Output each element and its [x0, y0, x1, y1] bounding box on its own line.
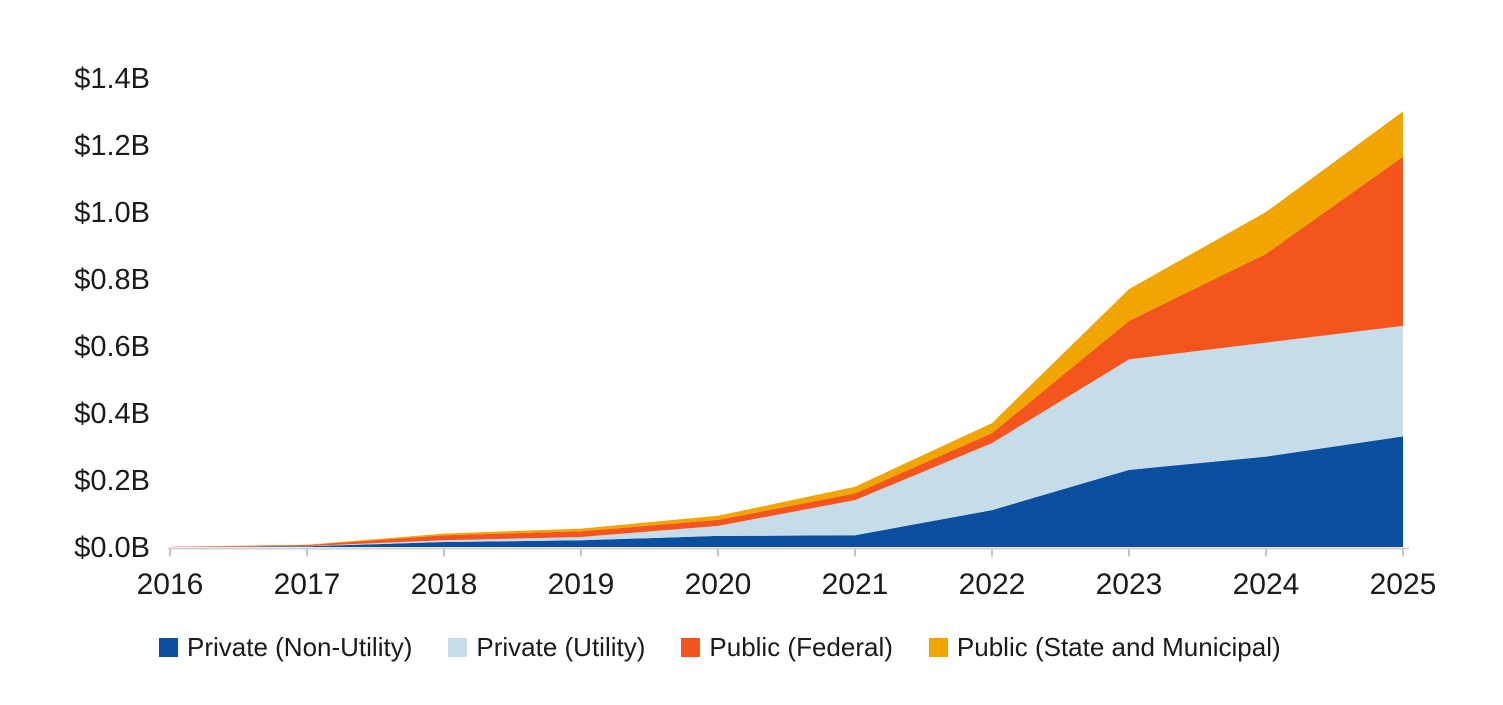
x-axis-label-2022: 2022	[959, 568, 1026, 601]
x-axis-label-2021: 2021	[822, 568, 889, 601]
area-private-non-utility	[170, 436, 1403, 547]
legend-swatch-private-utility	[448, 638, 468, 657]
legend-item-public-federal: Public (Federal)	[681, 632, 893, 663]
x-axis-label-2024: 2024	[1233, 568, 1300, 601]
legend-item-public-state-municipal: Public (State and Municipal)	[928, 632, 1281, 663]
y-axis-label-0-2b: $0.2B	[74, 465, 150, 497]
x-axis-label-2025: 2025	[1370, 568, 1437, 601]
area-public-federal	[170, 156, 1403, 547]
legend-item-private-non-utility: Private (Non-Utility)	[159, 632, 412, 663]
area-private-utility	[170, 325, 1403, 547]
x-axis-label-2020: 2020	[685, 568, 752, 601]
y-axis-label-0-0b: $0.0B	[74, 532, 150, 564]
legend-item-private-utility: Private (Utility)	[448, 632, 645, 663]
x-axis-label-2019: 2019	[548, 568, 615, 601]
x-axis-label-2017: 2017	[274, 568, 341, 601]
x-axis-label-2018: 2018	[411, 568, 478, 601]
legend-swatch-public-federal	[681, 638, 701, 657]
legend-swatch-private-non-utility	[159, 638, 178, 657]
legend-label-private-utility: Private (Utility)	[476, 632, 646, 662]
y-axis-label-0-4b: $0.4B	[74, 398, 150, 430]
y-axis-label-0-8b: $0.8B	[74, 264, 150, 296]
legend-label-public-federal: Public (Federal)	[709, 632, 893, 662]
y-axis-label-1-0b: $1.0B	[74, 197, 150, 229]
y-axis-label-1-2b: $1.2B	[74, 130, 150, 162]
legend-swatch-public-state-municipal	[928, 638, 948, 657]
legend-label-public-state-municipal: Public (State and Municipal)	[956, 632, 1281, 662]
x-axis-label-2023: 2023	[1096, 568, 1163, 601]
chart-legend: Private (Non-Utility) Private (Utility) …	[159, 632, 1503, 663]
legend-label-private-non-utility: Private (Non-Utility)	[187, 632, 413, 662]
y-axis-label-0-6b: $0.6B	[74, 331, 150, 363]
chart-canvas: 2016 2017 2018 2019 2020 2021 2022 2023 2024 2025…	[74, 63, 1437, 601]
y-axis-label-1-4b: $1.4B	[74, 63, 150, 95]
x-axis-label-2016: 2016	[137, 568, 204, 601]
